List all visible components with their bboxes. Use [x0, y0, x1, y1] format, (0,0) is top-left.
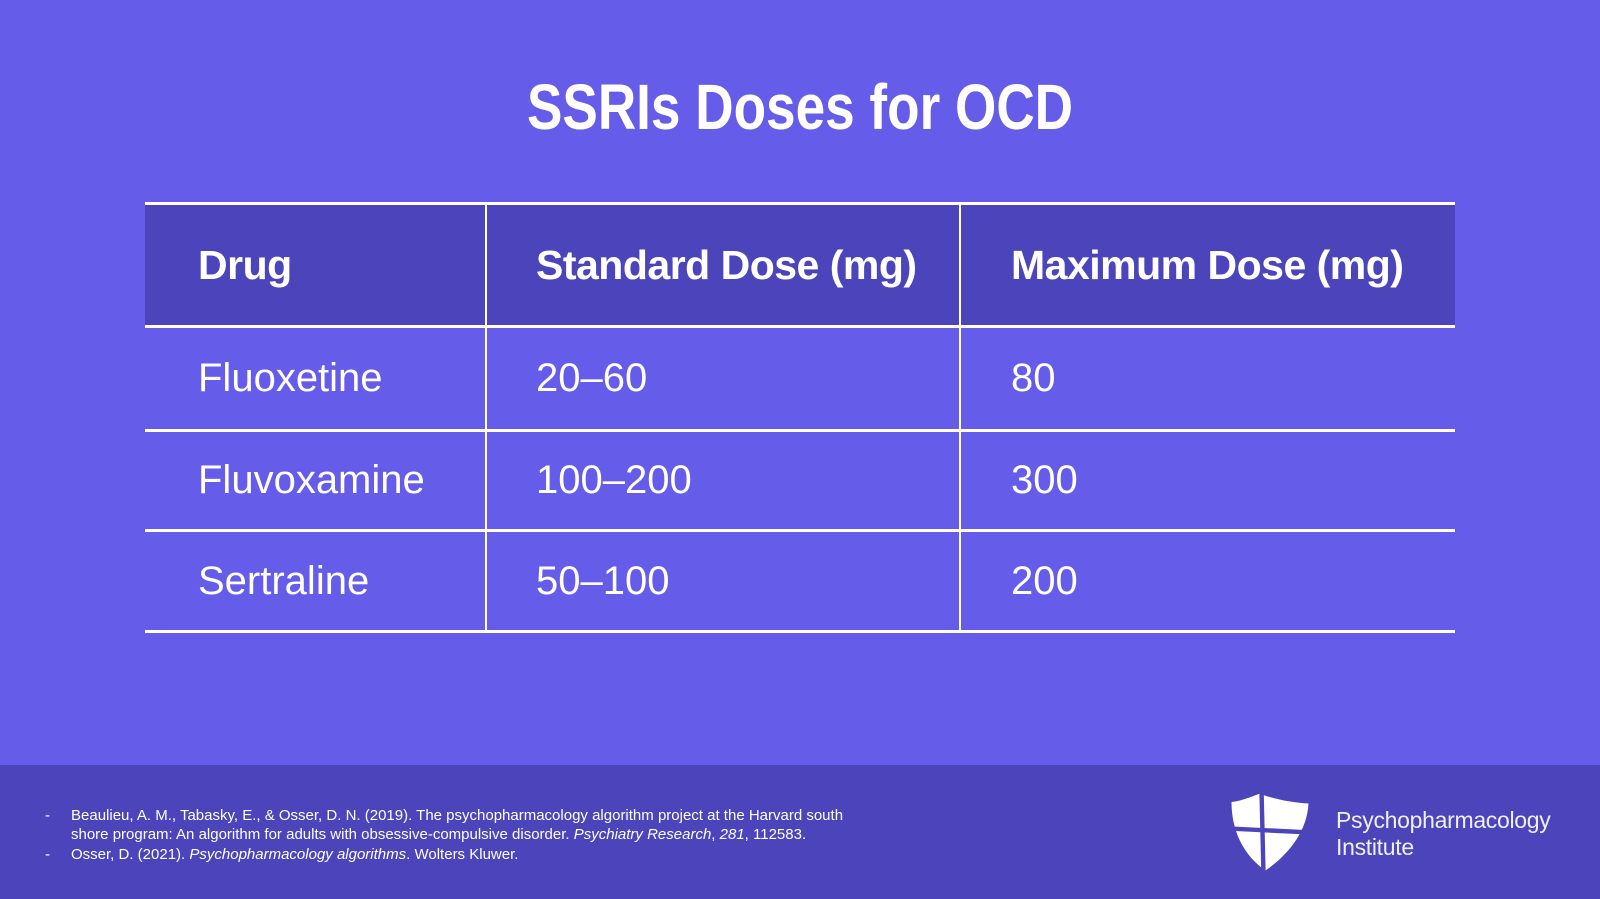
reference-item: - Beaulieu, A. M., Tabasky, E., & Osser,… [45, 806, 855, 845]
reference-segment: Beaulieu, A. M., Tabasky, E., & Osser, D… [71, 807, 844, 844]
cell-drug: Fluvoxamine [145, 432, 487, 529]
cell-maximum-dose: 200 [1011, 558, 1078, 603]
cell-standard-dose: 100–200 [487, 432, 961, 529]
references-list: - Beaulieu, A. M., Tabasky, E., & Osser,… [45, 806, 855, 864]
reference-bullet: - [45, 807, 50, 824]
reference-segment: , 112583. [744, 826, 807, 844]
cell-maximum-dose: 300 [1011, 458, 1078, 502]
reference-text: Beaulieu, A. M., Tabasky, E., & Osser, D… [71, 806, 853, 845]
reference-item: - Osser, D. (2021). Psychopharmacology a… [45, 845, 855, 864]
psychopharmacology-institute-logo: Psychopharmacology Institute [1230, 792, 1551, 872]
logo-line1: Psychopharmacology [1336, 806, 1551, 833]
header-cell-drug: Drug [145, 205, 487, 325]
cell-standard-dose: 50–100 [487, 532, 961, 630]
cell-maximum-dose: 80 [1011, 356, 1056, 400]
reference-segment-italic: Psychiatry Research [573, 826, 712, 844]
logo-line2: Institute [1336, 833, 1414, 860]
footer-band: - Beaulieu, A. M., Tabasky, E., & Osser,… [0, 765, 1600, 899]
dose-table: Drug Standard Dose (mg) Maximum Dose (mg… [145, 202, 1455, 633]
table-row: Fluoxetine 20–60 80 [145, 328, 1455, 432]
table-row: Fluvoxamine 100–200 300 [145, 432, 1455, 532]
header-cell-maximum-dose: Maximum Dose (mg) [1011, 241, 1404, 288]
shield-logo-icon [1230, 792, 1310, 872]
cell-standard-dose: 20–60 [487, 328, 961, 429]
cell-drug: Sertraline [145, 532, 487, 630]
reference-segment: Osser, D. (2021). [71, 845, 190, 863]
cell-drug: Fluoxetine [145, 328, 487, 429]
slide-title: SSRIs Doses for OCD [526, 71, 1074, 143]
reference-segment-italic: Psychopharmacology algorithms [189, 845, 407, 863]
logo-text: Psychopharmacology Institute [1336, 807, 1551, 861]
reference-segment: . Wolters Kluwer. [406, 845, 519, 863]
reference-bullet: - [45, 845, 50, 863]
header-cell-standard-dose: Standard Dose (mg) [487, 205, 961, 325]
table-row: Sertraline 50–100 200 [145, 532, 1455, 633]
reference-segment-italic: 281 [719, 826, 745, 844]
reference-text: Osser, D. (2021). Psychopharmacology alg… [71, 845, 853, 864]
reference-segment: , [711, 826, 720, 844]
table-header-row: Drug Standard Dose (mg) Maximum Dose (mg… [145, 205, 1455, 328]
